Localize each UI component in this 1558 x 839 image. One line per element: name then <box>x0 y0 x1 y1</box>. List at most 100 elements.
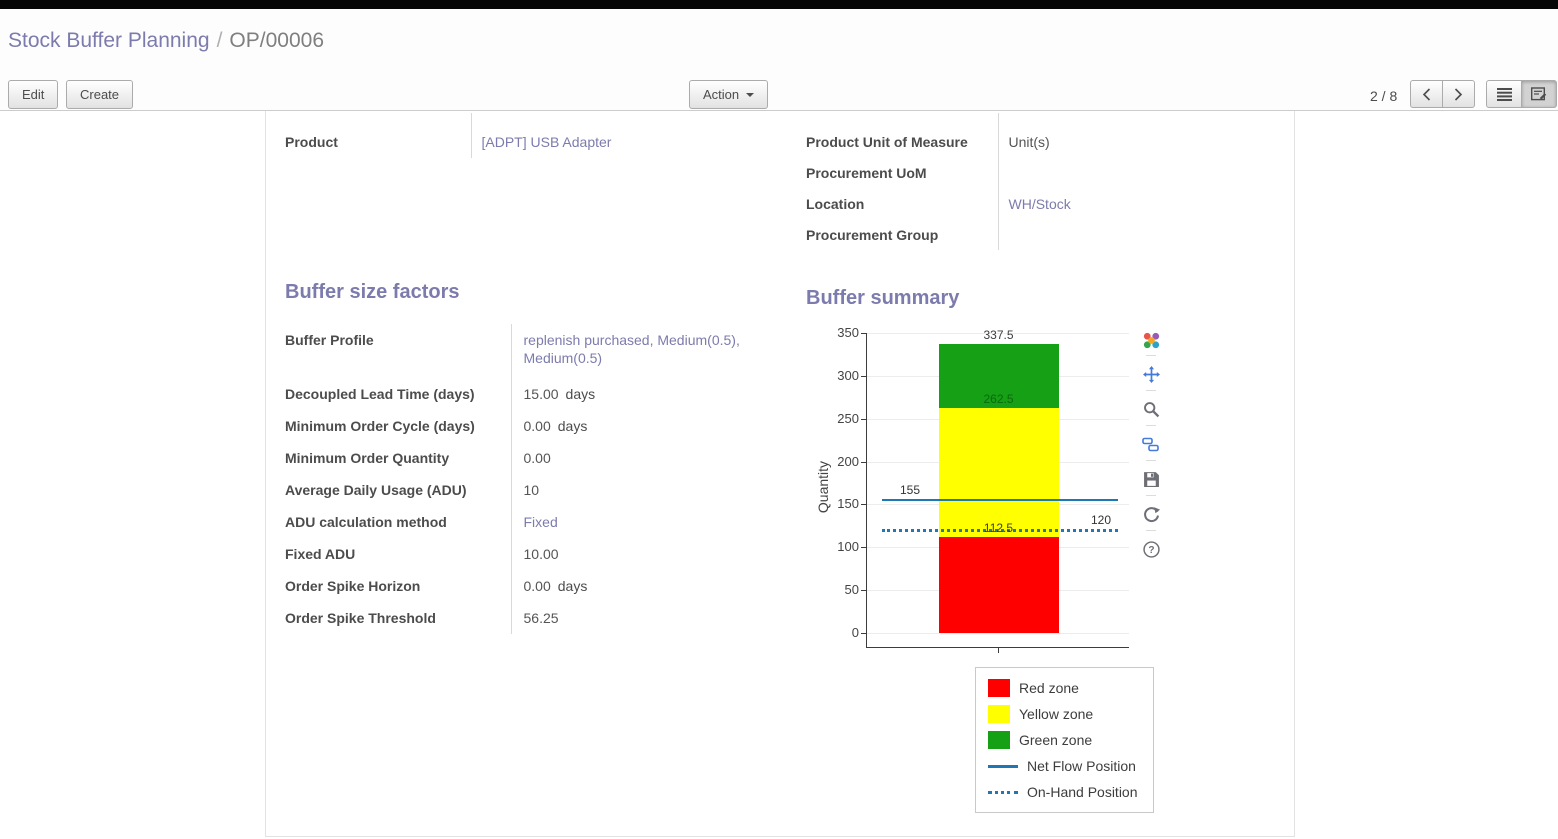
chart-modebar: ? <box>1138 331 1164 565</box>
pager-next-button[interactable] <box>1442 80 1475 108</box>
modebar-separator <box>1146 425 1156 426</box>
yellow-zone-swatch <box>988 705 1010 723</box>
buffer-factor-fields: Buffer Profile replenish purchased, Mediu… <box>285 324 767 634</box>
field-label: Minimum Order Quantity <box>285 442 512 474</box>
field-label: Fixed ADU <box>285 538 512 570</box>
field-value-cell: WH/Stock <box>998 188 1276 219</box>
modebar-separator <box>1146 495 1156 496</box>
field-row: Minimum Order Quantity 0.00 <box>285 442 767 474</box>
y-axis-tick <box>861 418 867 420</box>
zoom-icon[interactable] <box>1143 401 1160 421</box>
breadcrumb-parent-link[interactable]: Stock Buffer Planning <box>8 29 210 52</box>
y-axis-tick <box>861 590 867 592</box>
field-value: 56.25 <box>523 610 559 626</box>
legend-label: Green zone <box>1019 732 1093 748</box>
y-axis-tick-label: 100 <box>837 539 859 555</box>
field-label: Order Spike Horizon <box>285 570 512 602</box>
legend-item[interactable]: Red zone <box>988 677 1141 699</box>
compare-hover-icon[interactable] <box>1142 436 1160 456</box>
field-row: Minimum Order Cycle (days) 0.00 days <box>285 410 767 442</box>
legend-item[interactable]: On-Hand Position <box>988 781 1141 803</box>
field-row: Buffer Profile replenish purchased, Mediu… <box>285 324 767 378</box>
field-value: 0.00 <box>523 450 551 466</box>
field-value-cell <box>998 157 1276 188</box>
net-flow-position-swatch <box>988 764 1018 768</box>
chart-annotation: 262.5 <box>983 392 1014 406</box>
field-unit-suffix: days <box>565 386 596 402</box>
main-fields-right: Product Unit of Measure Unit(s) Procuremen… <box>806 113 1276 250</box>
pager-count: 2 / 8 <box>1370 88 1398 104</box>
field-value: 10 <box>523 482 540 498</box>
field-row: Procurement Group <box>806 219 1276 250</box>
y-axis-tick <box>861 461 867 463</box>
reset-axes-icon[interactable] <box>1143 506 1160 526</box>
chart-annotation: 112.5 <box>983 520 1014 535</box>
plotly-logo-icon[interactable] <box>1142 331 1161 351</box>
breadcrumb: Stock Buffer Planning / OP/00006 <box>8 28 324 54</box>
action-button-label: Action <box>703 87 740 102</box>
y-axis-tick <box>861 375 867 377</box>
field-row: Procurement UoM <box>806 157 1276 188</box>
field-row: Decoupled Lead Time (days) 15.00 days <box>285 378 767 410</box>
field-value-cell: [ADPT] USB Adapter <box>471 126 771 158</box>
list-icon <box>1496 87 1512 101</box>
field-value-cell: Unit(s) <box>998 126 1276 157</box>
form-view-button[interactable] <box>1521 80 1557 108</box>
field-label: Decoupled Lead Time (days) <box>285 378 512 410</box>
field-row: Order Spike Horizon 0.00 days <box>285 570 767 602</box>
field-value-cell: 56.25 <box>511 602 767 634</box>
field-value-link[interactable]: WH/Stock <box>1008 196 1071 212</box>
section-title-buffer-size-factors: Buffer size factors <box>285 281 460 303</box>
legend-item[interactable]: Green zone <box>988 729 1141 751</box>
field-value: 15.00 <box>523 386 559 402</box>
net-flow-position-label: 155 <box>900 483 921 498</box>
field-value-cell: 0.00 <box>511 442 767 474</box>
pan-icon[interactable] <box>1142 366 1160 386</box>
field-value-link[interactable]: [ADPT] USB Adapter <box>481 134 612 150</box>
pager-buttons <box>1410 80 1475 108</box>
legend-item[interactable]: Yellow zone <box>988 703 1141 725</box>
field-value-link[interactable]: replenish purchased, Medium(0.5), Medium… <box>523 332 740 366</box>
red-zone-bar <box>938 536 1059 633</box>
modebar-separator <box>1146 390 1156 391</box>
field-value-cell: 15.00 days <box>511 378 767 410</box>
save-icon[interactable] <box>1143 471 1160 491</box>
cut-off-row <box>806 113 1276 126</box>
edit-button[interactable]: Edit <box>8 80 59 109</box>
help-icon[interactable]: ? <box>1142 541 1160 561</box>
y-axis-tick-label: 350 <box>837 325 859 340</box>
field-unit-suffix: days <box>557 578 588 594</box>
chart-y-axis-title: Quantity <box>815 460 831 514</box>
legend-label: On-Hand Position <box>1027 784 1138 800</box>
yellow-zone-bar <box>938 408 1059 537</box>
cut-off-label-cell <box>806 113 999 126</box>
control-panel: Stock Buffer Planning / OP/00006 Edit Crea… <box>0 9 1558 111</box>
y-axis-tick-label: 50 <box>844 582 859 598</box>
y-axis-tick <box>861 504 867 506</box>
green-zone-bar <box>938 343 1059 408</box>
pager-prev-button[interactable] <box>1410 80 1443 108</box>
view-switcher <box>1486 80 1557 108</box>
cut-off-row <box>285 113 771 126</box>
create-button[interactable]: Create <box>66 80 134 109</box>
field-value-cell: 10 <box>511 474 767 506</box>
y-axis-tick <box>861 547 867 549</box>
on-hand-position-line <box>882 529 1118 533</box>
field-value-cell: replenish purchased, Medium(0.5), Medium… <box>511 324 767 378</box>
chart-plot-area[interactable]: 0 50 100 150 200 250 300 350 155 120 337.5 262.5 112… <box>837 325 1129 653</box>
modebar-separator <box>1146 460 1156 461</box>
field-label: Buffer Profile <box>285 324 512 378</box>
field-value-link[interactable]: Fixed <box>523 514 558 530</box>
field-label: Procurement UoM <box>806 157 999 188</box>
action-button[interactable]: Action <box>689 80 769 109</box>
legend-item[interactable]: Net Flow Position <box>988 755 1141 777</box>
chevron-left-icon <box>1422 87 1431 101</box>
field-label: Procurement Group <box>806 219 999 250</box>
green-zone-swatch <box>988 731 1010 749</box>
legend-label: Red zone <box>1019 680 1079 696</box>
field-row: Order Spike Threshold 56.25 <box>285 602 767 634</box>
list-view-button[interactable] <box>1486 80 1522 108</box>
main-fields-left: Product [ADPT] USB Adapter <box>285 113 771 158</box>
field-value: 0.00 <box>523 418 551 434</box>
field-label: ADU calculation method <box>285 506 512 538</box>
